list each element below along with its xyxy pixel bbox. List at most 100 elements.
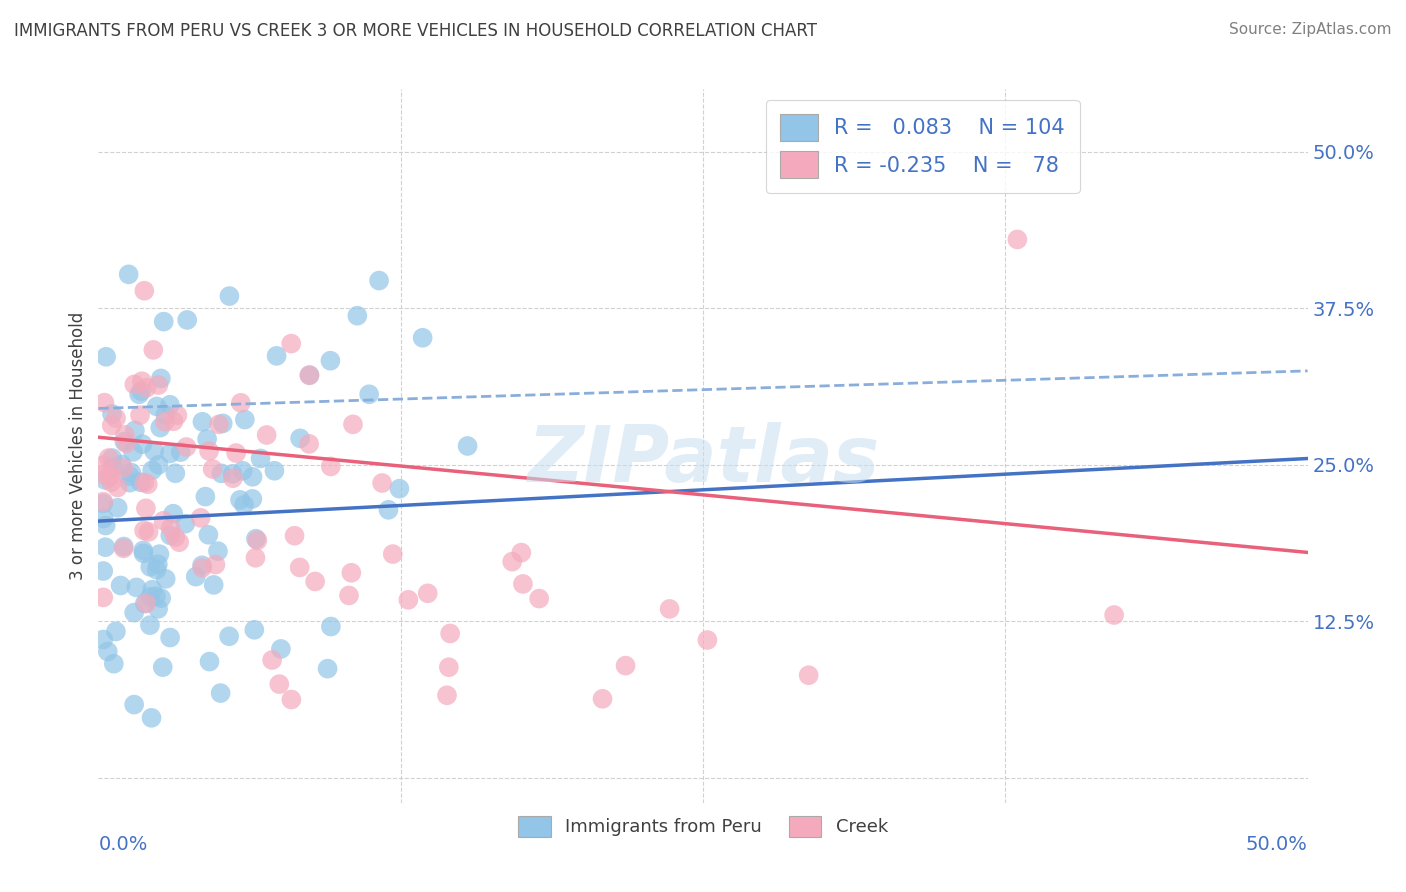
Point bbox=[98, 469, 121, 483]
Point bbox=[134, 284, 156, 298]
Point bbox=[150, 591, 173, 606]
Point bbox=[159, 398, 181, 412]
Point bbox=[152, 315, 174, 329]
Point bbox=[91, 494, 114, 508]
Point bbox=[346, 309, 368, 323]
Point bbox=[209, 467, 232, 481]
Point bbox=[141, 582, 163, 597]
Point bbox=[131, 437, 153, 451]
Point bbox=[93, 395, 115, 409]
Point bbox=[270, 642, 292, 657]
Point bbox=[388, 482, 411, 496]
Point bbox=[101, 450, 124, 465]
Point bbox=[146, 602, 169, 616]
Point bbox=[155, 572, 177, 586]
Point bbox=[190, 511, 212, 525]
Point bbox=[136, 477, 159, 491]
Point bbox=[229, 492, 252, 507]
Point bbox=[112, 541, 135, 556]
Point bbox=[207, 544, 229, 558]
Point bbox=[148, 378, 170, 392]
Point bbox=[221, 467, 243, 481]
Point bbox=[94, 518, 117, 533]
Point bbox=[337, 589, 360, 603]
Point bbox=[512, 577, 534, 591]
Point bbox=[592, 691, 614, 706]
Point bbox=[112, 434, 135, 449]
Point bbox=[101, 407, 124, 421]
Point bbox=[132, 543, 155, 558]
Point bbox=[112, 461, 135, 475]
Point bbox=[201, 462, 224, 476]
Point bbox=[103, 657, 125, 671]
Point bbox=[288, 431, 311, 445]
Point bbox=[249, 451, 271, 466]
Point bbox=[134, 475, 156, 490]
Point bbox=[208, 417, 231, 432]
Point bbox=[243, 623, 266, 637]
Point bbox=[396, 592, 419, 607]
Point bbox=[118, 469, 141, 483]
Point bbox=[437, 660, 460, 674]
Text: 0.0%: 0.0% bbox=[98, 835, 148, 854]
Point bbox=[245, 550, 267, 565]
Point bbox=[132, 524, 155, 538]
Point bbox=[233, 412, 256, 426]
Point bbox=[501, 555, 523, 569]
Point bbox=[139, 590, 162, 604]
Text: IMMIGRANTS FROM PERU VS CREEK 3 OR MORE VEHICLES IN HOUSEHOLD CORRELATION CHART: IMMIGRANTS FROM PERU VS CREEK 3 OR MORE … bbox=[14, 22, 817, 40]
Point bbox=[94, 540, 117, 554]
Point bbox=[125, 581, 148, 595]
Point bbox=[368, 274, 391, 288]
Point bbox=[298, 368, 321, 383]
Point bbox=[316, 662, 339, 676]
Point bbox=[139, 560, 162, 574]
Point bbox=[149, 371, 172, 385]
Point bbox=[134, 597, 156, 611]
Point bbox=[304, 574, 326, 589]
Point bbox=[118, 268, 141, 282]
Point bbox=[97, 450, 120, 465]
Point bbox=[166, 409, 188, 423]
Point bbox=[118, 475, 141, 490]
Point bbox=[658, 602, 681, 616]
Point bbox=[142, 343, 165, 357]
Point bbox=[149, 420, 172, 434]
Point bbox=[262, 653, 284, 667]
Point bbox=[194, 490, 217, 504]
Point bbox=[298, 437, 321, 451]
Point bbox=[112, 540, 135, 554]
Point bbox=[340, 566, 363, 580]
Point bbox=[381, 547, 404, 561]
Point bbox=[124, 424, 146, 438]
Point bbox=[439, 626, 461, 640]
Point bbox=[94, 473, 117, 487]
Point bbox=[152, 514, 174, 528]
Y-axis label: 3 or more Vehicles in Household: 3 or more Vehicles in Household bbox=[69, 312, 87, 580]
Point bbox=[198, 444, 221, 458]
Point bbox=[191, 558, 214, 573]
Point bbox=[283, 529, 305, 543]
Point bbox=[114, 427, 136, 442]
Point bbox=[232, 464, 254, 478]
Point bbox=[195, 432, 218, 446]
Point bbox=[202, 578, 225, 592]
Point bbox=[138, 524, 160, 539]
Point bbox=[174, 516, 197, 531]
Point bbox=[100, 475, 122, 490]
Point bbox=[110, 578, 132, 592]
Point bbox=[176, 440, 198, 454]
Point bbox=[93, 458, 115, 472]
Point bbox=[148, 547, 170, 561]
Point bbox=[198, 655, 221, 669]
Point bbox=[436, 688, 458, 702]
Point bbox=[122, 606, 145, 620]
Point bbox=[412, 331, 434, 345]
Point bbox=[98, 468, 121, 483]
Point bbox=[191, 415, 214, 429]
Point bbox=[132, 546, 155, 560]
Point bbox=[162, 507, 184, 521]
Point bbox=[115, 436, 138, 450]
Point bbox=[245, 532, 267, 546]
Text: 50.0%: 50.0% bbox=[1246, 835, 1308, 854]
